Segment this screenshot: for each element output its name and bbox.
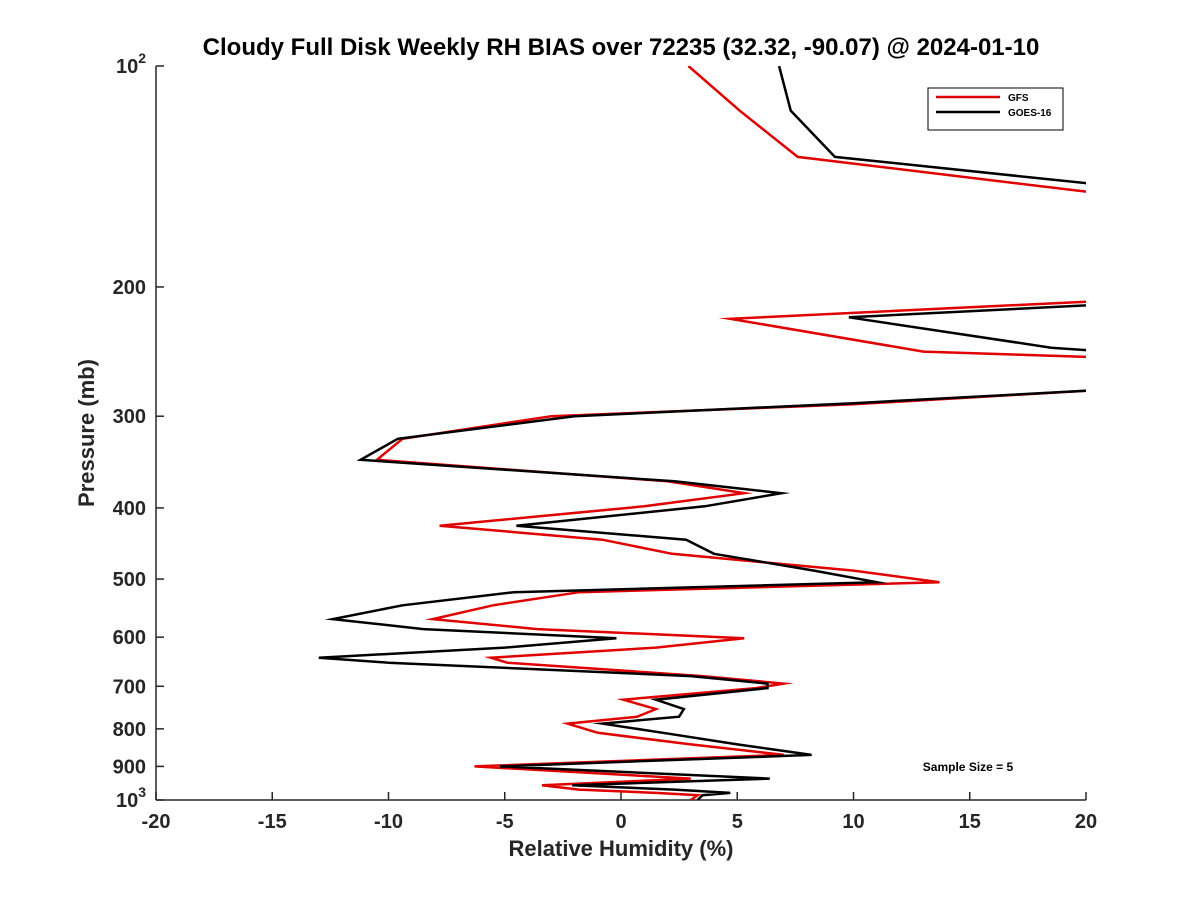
y-tick-label: 300 <box>113 406 146 428</box>
y-tick-label: 600 <box>113 627 146 649</box>
legend: GFS GOES-16 <box>927 87 1064 131</box>
x-tick-label: 5 <box>732 811 743 833</box>
y-axis-label: Pressure (mb) <box>74 359 99 507</box>
axes: -20 -15 -10 -5 0 5 10 15 20 102 200 300 400 500 600 700… <box>113 50 1098 833</box>
series-lines <box>318 66 1086 800</box>
y-tick-label: 102 <box>116 50 146 78</box>
x-tick-label: 15 <box>959 811 981 833</box>
x-tick-label: -20 <box>142 811 171 833</box>
y-tick-label: 500 <box>113 569 146 591</box>
y-tick-label: 800 <box>113 719 146 741</box>
x-tick-label: 0 <box>615 811 626 833</box>
y-tick-label: 900 <box>113 756 146 778</box>
y-tick-label: 103 <box>116 784 146 812</box>
y-tick-label: 400 <box>113 498 146 520</box>
x-tick-label: 20 <box>1075 811 1097 833</box>
x-tick-label: -10 <box>374 811 403 833</box>
x-tick-label: -15 <box>258 811 287 833</box>
legend-box <box>927 87 1064 131</box>
y-tick-label: 700 <box>113 676 146 698</box>
series-line-goes-16 <box>318 66 1086 800</box>
x-tick-label: 10 <box>842 811 864 833</box>
x-tick-label: -5 <box>496 811 514 833</box>
legend-label-gfs: GFS <box>1008 93 1029 104</box>
sample-size-annotation: Sample Size = 5 <box>923 760 1014 774</box>
chart-title: Cloudy Full Disk Weekly RH BIAS over 722… <box>203 34 1040 61</box>
x-axis-label: Relative Humidity (%) <box>509 836 734 861</box>
legend-label-goes-16: GOES-16 <box>1008 108 1052 119</box>
series-line-gfs <box>373 66 1086 800</box>
y-tick-label: 200 <box>113 277 146 299</box>
